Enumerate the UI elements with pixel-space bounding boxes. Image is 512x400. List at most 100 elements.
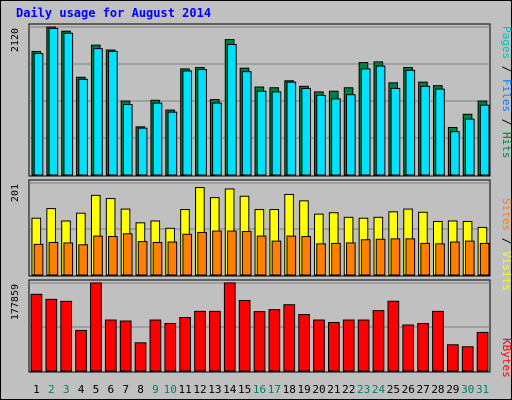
bar-sites	[152, 242, 163, 276]
bar-sites	[464, 240, 475, 276]
legend-bottom: KBytes	[500, 338, 512, 378]
x-tick-label: 5	[93, 383, 100, 396]
chart-panels: 2120 Pages / Files / Hits 201 Sites / Visit…	[10, 23, 512, 378]
chart-title: Daily usage for August 2014	[16, 6, 211, 20]
bar-sites	[316, 243, 326, 276]
bar-sites	[182, 233, 193, 276]
bar-files	[331, 98, 341, 176]
x-tick-label: 2	[48, 383, 55, 396]
legend-entry: Pages	[500, 26, 512, 59]
bar-kbytes	[149, 319, 162, 372]
x-tick-label: 31	[476, 383, 489, 396]
bar-sites	[241, 231, 252, 276]
x-tick-label: 12	[193, 383, 206, 396]
x-tick-label: 9	[152, 383, 159, 396]
bar-kbytes	[179, 317, 191, 372]
bar-kbytes	[283, 304, 296, 372]
x-tick-label: 24	[372, 383, 386, 396]
bar-sites	[167, 241, 178, 276]
bar-kbytes	[432, 310, 444, 372]
bar-files	[286, 81, 297, 176]
x-tick-label: 6	[107, 383, 114, 396]
bar-files	[212, 102, 222, 176]
bar-kbytes	[417, 323, 429, 372]
bar-kbytes	[90, 282, 102, 372]
bar-files	[197, 69, 207, 176]
bar-sites	[108, 236, 118, 276]
bar-kbytes	[194, 310, 206, 372]
bar-kbytes	[342, 319, 355, 372]
bar-sites	[286, 235, 297, 276]
bar-kbytes	[446, 344, 459, 372]
bar-sites	[435, 243, 445, 276]
panel-bottom: 177859 KBytes	[10, 279, 512, 378]
bar-sites	[48, 242, 59, 276]
x-tick-label: 17	[268, 383, 281, 396]
bar-kbytes	[387, 300, 400, 372]
bar-files	[345, 94, 356, 176]
bar-kbytes	[476, 331, 489, 372]
bar-sites	[137, 241, 148, 276]
panel-top: 2120 Pages / Files / Hits	[10, 23, 512, 177]
x-tick-label: 1	[33, 383, 40, 396]
x-tick-label: 27	[416, 383, 429, 396]
legend-entry: Sites	[500, 198, 512, 231]
bar-sites	[420, 242, 430, 276]
bar-kbytes	[209, 310, 221, 372]
x-tick-label: 23	[357, 383, 370, 396]
bar-files	[256, 90, 267, 176]
bar-kbytes	[253, 311, 266, 372]
bar-kbytes	[402, 324, 415, 372]
bar-files	[48, 27, 59, 176]
bar-files	[93, 48, 103, 176]
bar-sites	[405, 238, 416, 276]
bar-files	[122, 103, 133, 176]
bar-sites	[360, 239, 371, 276]
bar-sites	[345, 242, 356, 276]
bar-kbytes	[357, 319, 370, 372]
bar-files	[301, 87, 312, 176]
bar-sites	[256, 235, 267, 276]
bar-sites	[122, 233, 133, 276]
bar-sites	[479, 242, 490, 276]
x-tick-label: 25	[387, 383, 400, 396]
bar-sites	[375, 238, 386, 276]
x-tick-label: 18	[283, 383, 296, 396]
bar-kbytes	[328, 322, 340, 372]
bar-kbytes	[75, 329, 87, 372]
bar-sites	[331, 242, 341, 276]
legend-top: Pages / Files / Hits	[500, 26, 512, 159]
x-tick-label: 20	[312, 383, 325, 396]
x-tick-label: 7	[122, 383, 129, 396]
bar-kbytes	[313, 319, 325, 372]
bar-files	[182, 70, 193, 176]
x-axis-labels: 1 2 3 4 5 6 7 8 9 10 11 12 13 14 15 16 17 18 19 20 21 22 23 24 2…	[33, 383, 489, 396]
x-tick-label: 14	[223, 383, 237, 396]
bar-sites	[301, 236, 312, 276]
x-tick-label: 10	[164, 383, 177, 396]
bar-files	[63, 32, 74, 176]
legend-entry: /	[500, 112, 512, 132]
bar-files	[360, 68, 371, 176]
legend-middle: Sites / Visits	[500, 198, 512, 291]
bar-kbytes	[238, 299, 251, 372]
bar-sites	[78, 244, 88, 276]
bar-files	[464, 118, 475, 176]
bar-kbytes	[60, 300, 73, 372]
bar-kbytes	[119, 320, 132, 372]
x-tick-label: 19	[297, 383, 310, 396]
y-max-label: 177859	[10, 284, 21, 320]
bar-sites	[197, 231, 207, 276]
legend-entry: KBytes	[500, 338, 512, 378]
x-tick-label: 3	[63, 383, 70, 396]
bar-kbytes	[30, 293, 43, 372]
x-tick-label: 26	[402, 383, 415, 396]
bar-sites	[93, 235, 103, 276]
bar-sites	[450, 241, 460, 276]
legend-entry: /	[500, 59, 512, 79]
x-tick-label: 4	[78, 383, 85, 396]
x-tick-label: 30	[461, 383, 474, 396]
bar-files	[405, 69, 416, 176]
bar-sites	[271, 240, 282, 276]
